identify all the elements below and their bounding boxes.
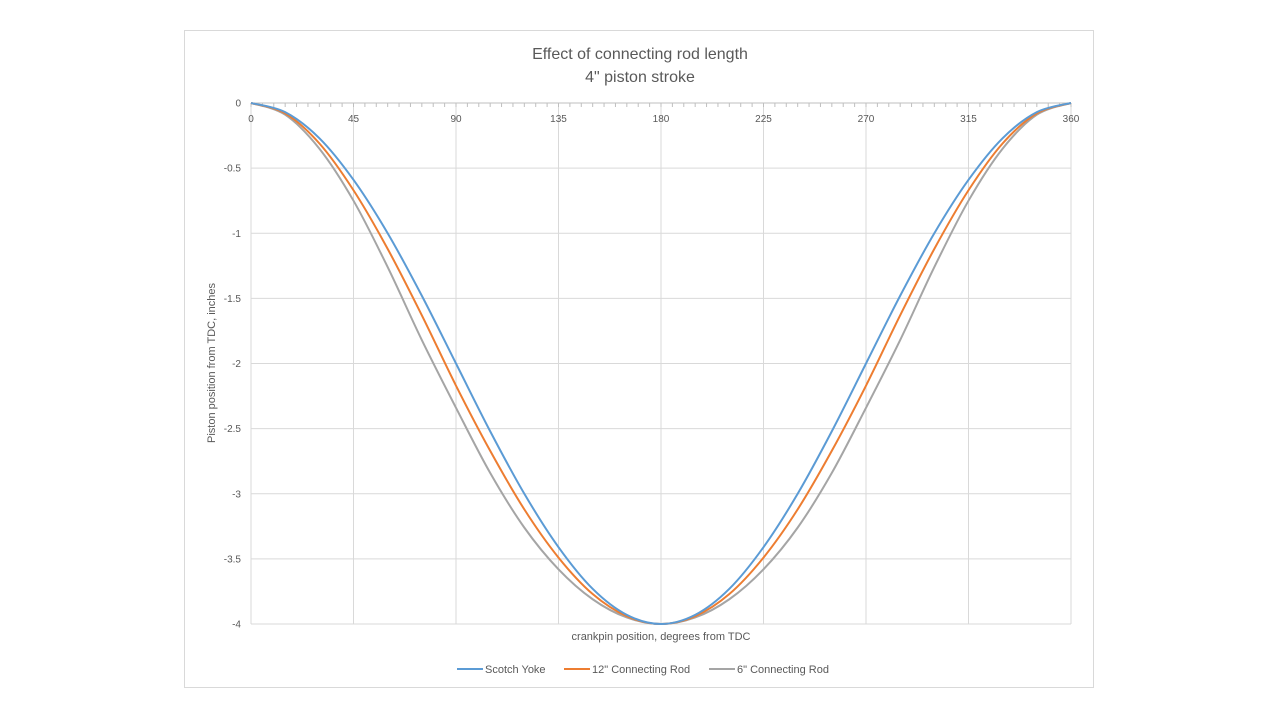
grid — [250, 102, 1072, 625]
plot-area — [250, 102, 1072, 625]
y-tick-label: -3 — [232, 489, 241, 500]
legend: Scotch Yoke 12" Connecting Rod 6" Connecti… — [457, 664, 829, 676]
x-tick-label: 45 — [348, 114, 360, 125]
y-tick-label: -0.5 — [224, 164, 242, 175]
x-tick-label: 135 — [550, 114, 567, 125]
chart-frame: Effect of connecting rod length 4" pisto… — [184, 30, 1094, 688]
y-axis-label: Piston position from TDC, inches — [206, 283, 218, 443]
y-tick-label: -4 — [232, 620, 241, 631]
x-tick-label: 360 — [1063, 114, 1080, 125]
chart-subtitle: 4" piston stroke — [585, 69, 695, 86]
y-tick-label: -3.5 — [224, 554, 242, 565]
x-axis-label: crankpin position, degrees from TDC — [572, 631, 751, 643]
y-tick-label: -2 — [232, 359, 241, 370]
y-tick-label: -1 — [232, 229, 241, 240]
legend-label: 6" Connecting Rod — [737, 664, 829, 676]
axes: 0 -0.5 -1 -1.5 -2 -2.5 -3 -3.5 -4 0 45 90 135 180 225 2… — [224, 99, 1080, 631]
x-tick-label: 0 — [248, 114, 254, 125]
series-line-0 — [250, 102, 1072, 625]
y-tick-label: -2.5 — [224, 424, 242, 435]
x-tick-label: 180 — [653, 114, 670, 125]
x-tick-label: 225 — [755, 114, 772, 125]
x-tick-label: 315 — [960, 114, 977, 125]
chart-svg: Effect of connecting rod length 4" pisto… — [206, 46, 1080, 676]
x-tick-label: 270 — [858, 114, 875, 125]
y-tick-label: 0 — [235, 99, 241, 110]
chart-title: Effect of connecting rod length — [532, 46, 748, 63]
legend-label: Scotch Yoke — [485, 664, 546, 676]
legend-label: 12" Connecting Rod — [592, 664, 690, 676]
y-tick-label: -1.5 — [224, 294, 242, 305]
x-tick-label: 90 — [450, 114, 462, 125]
